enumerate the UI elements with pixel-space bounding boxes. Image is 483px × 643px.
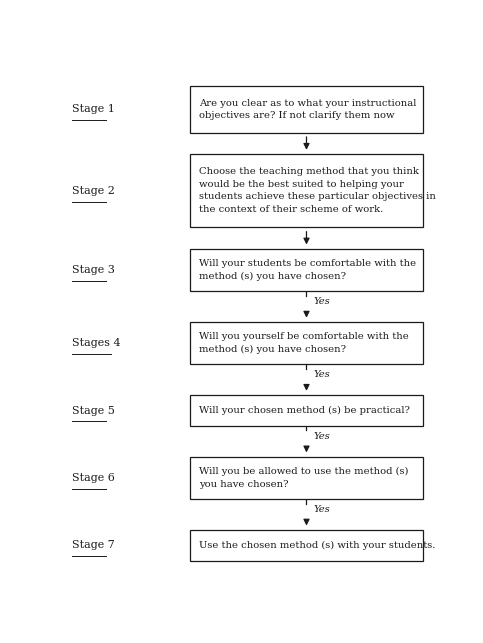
Text: Stage 6: Stage 6 [71, 473, 114, 483]
Text: Use the chosen method (s) with your students.: Use the chosen method (s) with your stud… [199, 541, 435, 550]
Text: Will you be allowed to use the method (s)
you have chosen?: Will you be allowed to use the method (s… [199, 467, 408, 489]
Text: Yes: Yes [314, 432, 331, 441]
FancyBboxPatch shape [189, 86, 424, 132]
FancyBboxPatch shape [189, 457, 424, 499]
FancyBboxPatch shape [189, 395, 424, 426]
FancyBboxPatch shape [189, 154, 424, 228]
Text: Will your chosen method (s) be practical?: Will your chosen method (s) be practical… [199, 406, 410, 415]
Text: Choose the teaching method that you think
would be the best suited to helping yo: Choose the teaching method that you thin… [199, 167, 436, 214]
Text: Will you yourself be comfortable with the
method (s) you have chosen?: Will you yourself be comfortable with th… [199, 332, 409, 354]
Text: Stage 1: Stage 1 [71, 105, 114, 114]
FancyBboxPatch shape [189, 322, 424, 365]
Text: Yes: Yes [314, 370, 331, 379]
FancyBboxPatch shape [189, 530, 424, 561]
Text: Stage 2: Stage 2 [71, 186, 114, 195]
Text: Will your students be comfortable with the
method (s) you have chosen?: Will your students be comfortable with t… [199, 259, 416, 281]
FancyBboxPatch shape [189, 249, 424, 291]
Text: Stage 5: Stage 5 [71, 406, 114, 415]
Text: Yes: Yes [314, 297, 331, 306]
Text: Stage 3: Stage 3 [71, 265, 114, 275]
Text: Are you clear as to what your instructional
objectives are? If not clarify them : Are you clear as to what your instructio… [199, 99, 416, 120]
Text: Stage 7: Stage 7 [71, 540, 114, 550]
Text: Stages 4: Stages 4 [71, 338, 120, 349]
Text: Yes: Yes [314, 505, 331, 514]
